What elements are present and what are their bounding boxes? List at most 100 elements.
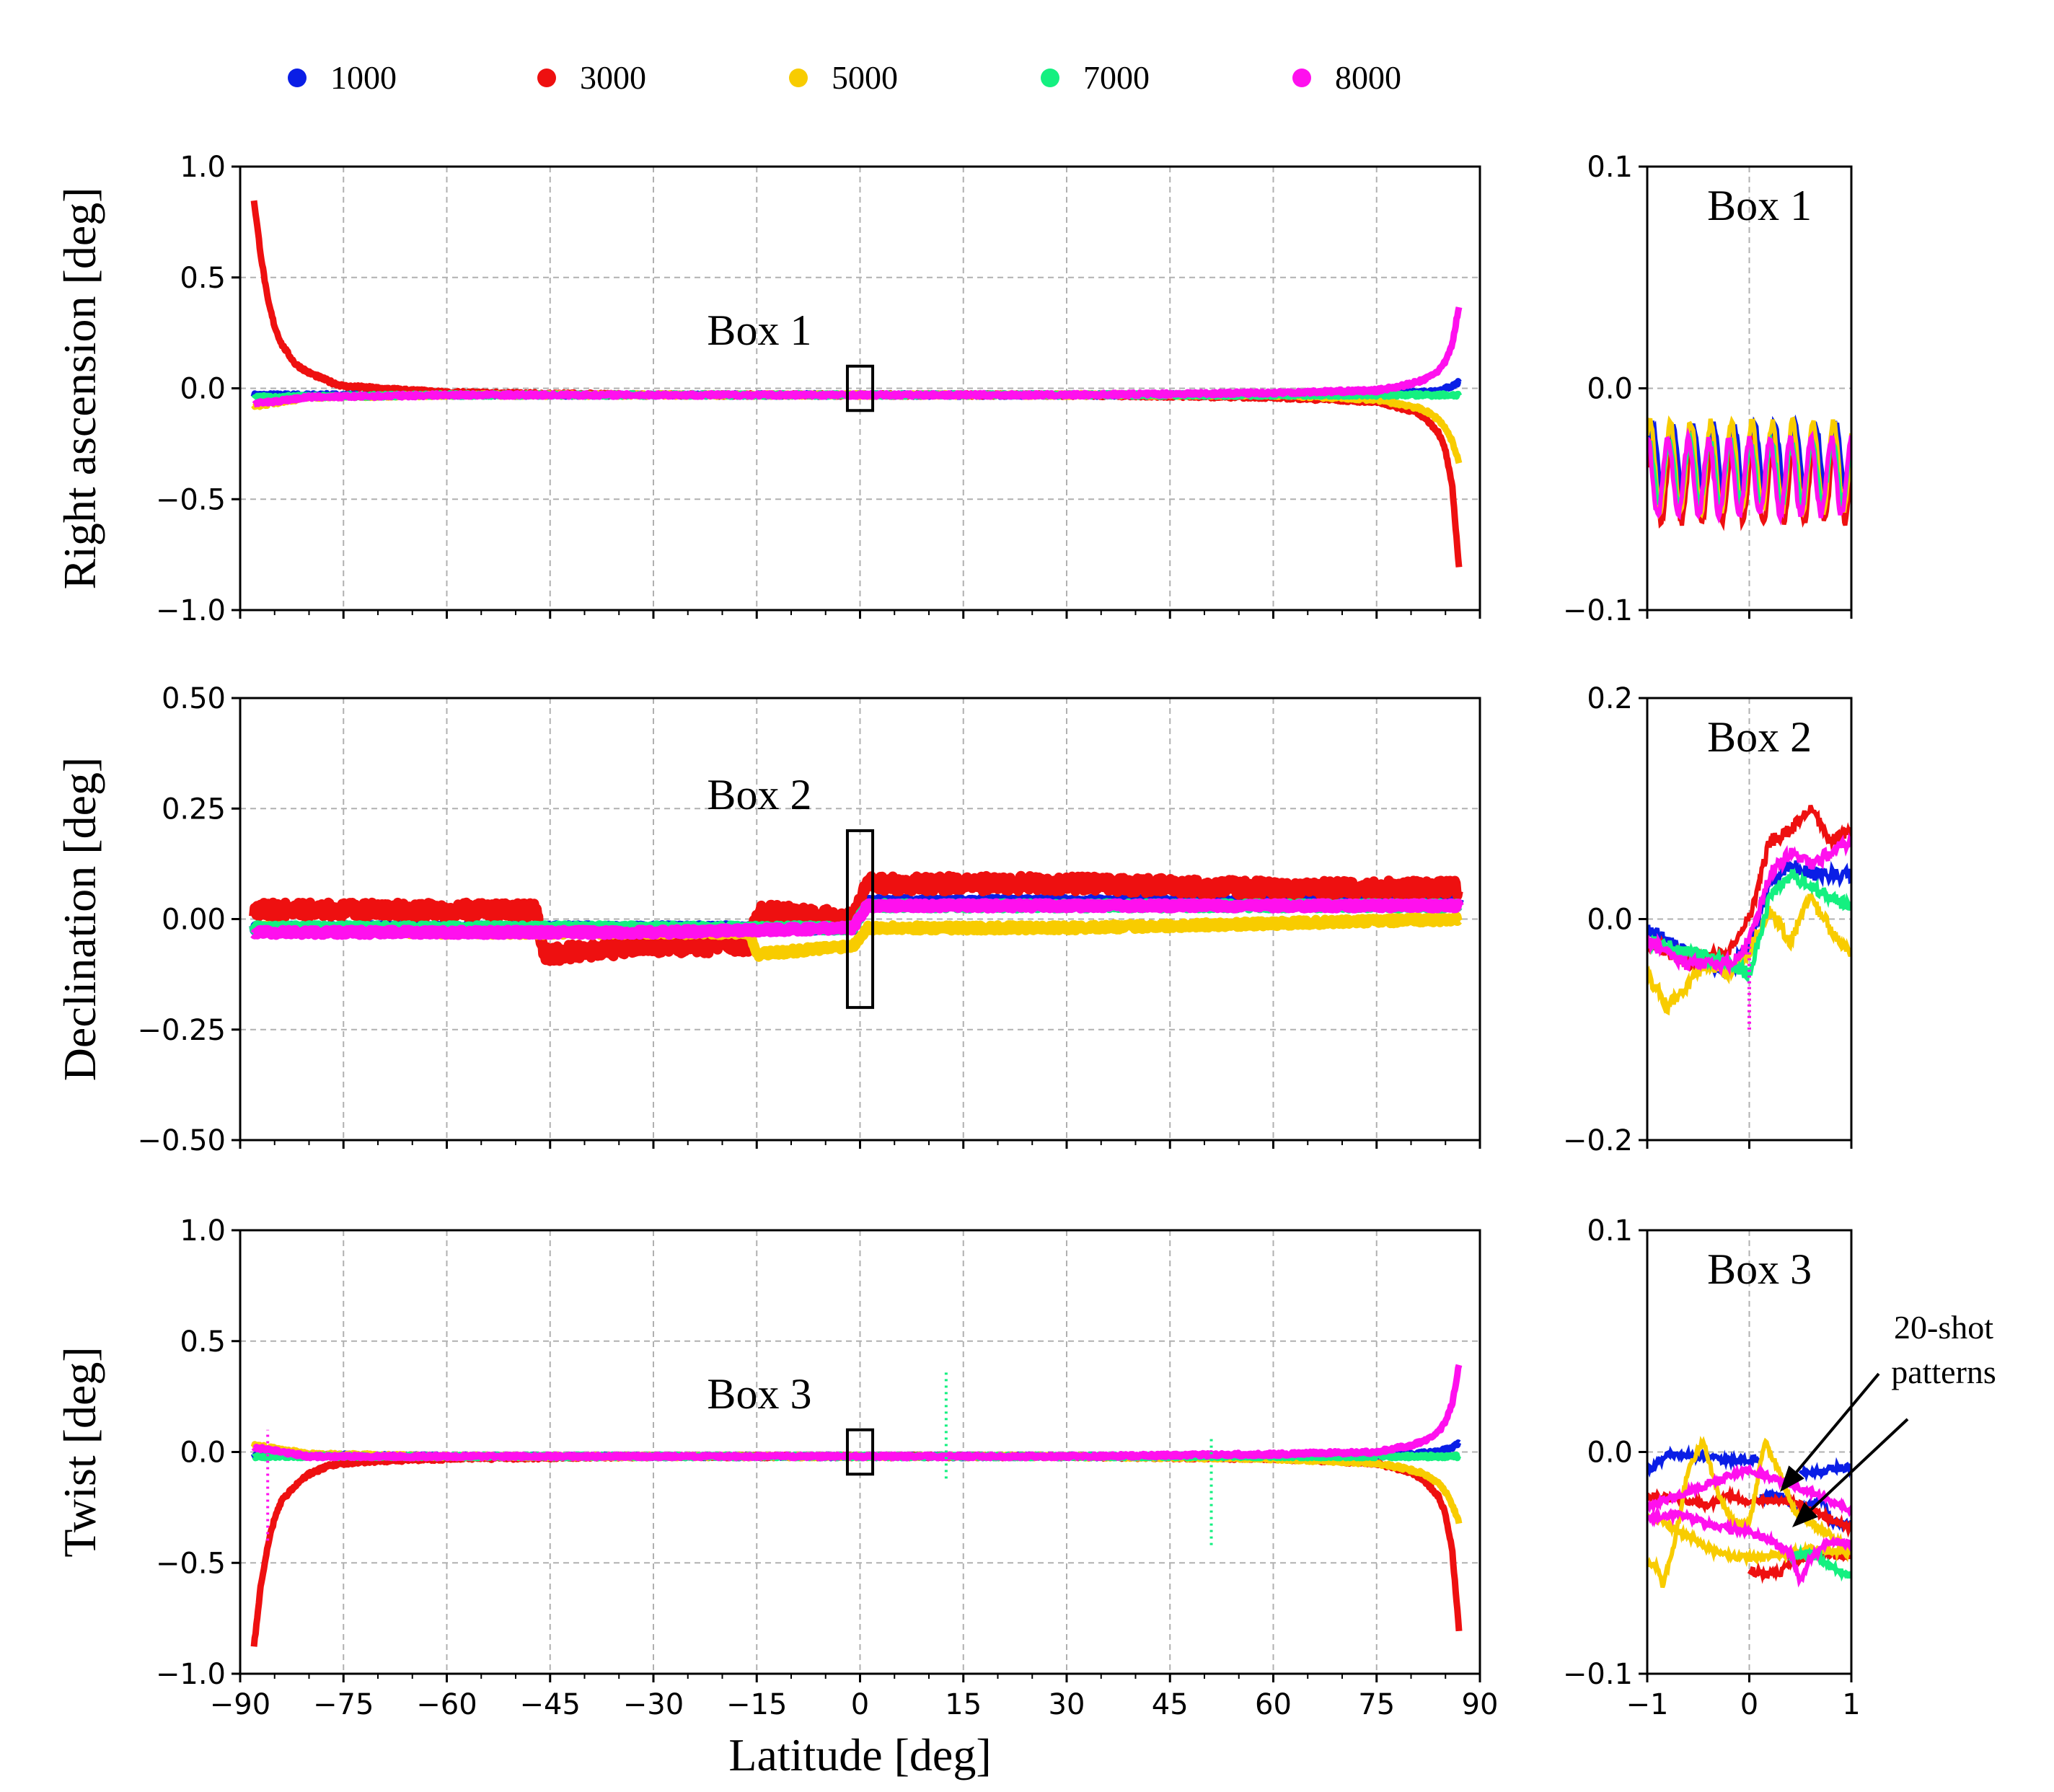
legend-7000-label: 7000 xyxy=(1083,59,1150,96)
twist-main-box-label: Box 3 xyxy=(707,1370,811,1418)
twist-main-xtick-label: −75 xyxy=(313,1688,374,1721)
legend-7000-marker xyxy=(1041,69,1059,87)
legend-7000: 7000 xyxy=(1041,59,1150,96)
series-3000 xyxy=(250,200,1463,568)
legend-8000-marker xyxy=(1292,69,1311,87)
twist-main-ytick-label: −1.0 xyxy=(156,1658,226,1691)
legend-5000-label: 5000 xyxy=(832,59,898,96)
box-1-zoom-grid xyxy=(1647,166,1852,611)
series-7000 xyxy=(1788,1543,1851,1582)
series-5000 xyxy=(1647,891,1851,1016)
series-8000 xyxy=(1647,1463,1851,1517)
twist-main-xtick-label: 75 xyxy=(1358,1688,1395,1721)
twist-main-box-rect xyxy=(845,1428,875,1476)
twist-main-xtick-label: 90 xyxy=(1462,1688,1499,1721)
legend-8000: 8000 xyxy=(1292,59,1401,96)
series-8000 xyxy=(250,898,1464,940)
declination-main-ylabel: Declination [deg] xyxy=(54,757,105,1082)
right-ascension-main-ytick-label: 0.5 xyxy=(180,262,226,295)
right-ascension-main-box-rect xyxy=(845,364,875,412)
box-3-zoom-title: Box 3 xyxy=(1707,1245,1812,1293)
declination-main-box-rect xyxy=(845,829,875,1010)
box-3-zoom: 0.1 0.0 −0.1−1 0 1 Box 3 20-shot patterns xyxy=(1563,1214,1996,1721)
series-8000 xyxy=(1647,1507,1851,1588)
series-3000 xyxy=(250,1451,1463,1647)
right-ascension-main: Box 1 1.0 0.5 0.0 −0.5 −1.0 xyxy=(156,151,1481,627)
box-1-zoom-title: Box 1 xyxy=(1707,182,1812,229)
twist-main-xtick-label: −90 xyxy=(210,1688,270,1721)
box-2-zoom-data xyxy=(1647,804,1851,1030)
twist-main-ytick-label: −0.5 xyxy=(156,1547,226,1580)
box-2-zoom-ytick-label: 0.0 xyxy=(1587,904,1633,937)
box-2-zoom-title: Box 2 xyxy=(1707,713,1812,761)
box-2-zoom-ytick-label: 0.2 xyxy=(1587,682,1633,715)
annotation-20-shot-patterns: 20-shot patterns xyxy=(1779,1309,1996,1528)
twist-main-data xyxy=(250,1364,1463,1647)
annotation-arrow-shaft xyxy=(1795,1372,1880,1473)
right-ascension-main-ytick-label: 1.0 xyxy=(180,151,226,184)
series-7000 xyxy=(1647,868,1851,984)
twist-main-ylabel: Twist [deg] xyxy=(54,1346,105,1557)
right-ascension-main-data xyxy=(250,200,1463,568)
right-ascension-main-box-label: Box 1 xyxy=(707,306,811,354)
legend-5000-marker xyxy=(789,69,808,87)
box-1-zoom-ytick-label: −0.1 xyxy=(1563,594,1633,627)
twist-main-xtick-label: −60 xyxy=(416,1688,477,1721)
declination-main-ytick-label: −0.25 xyxy=(137,1014,226,1047)
legend-1000-label: 1000 xyxy=(330,59,397,96)
declination-main-ytick-label: 0.25 xyxy=(162,793,226,826)
twist-main-xtick-label: 60 xyxy=(1255,1688,1292,1721)
twist-main-xtick-label: 45 xyxy=(1152,1688,1189,1721)
declination-main: Box 2 0.50 0.25 0.00 −0.25 −0.50 xyxy=(137,682,1481,1157)
box-2-zoom-ytick-label: −0.2 xyxy=(1563,1124,1633,1157)
series-1000 xyxy=(1647,1444,1762,1478)
series-1000 xyxy=(1798,1457,1851,1483)
axis-labels: Right ascension [deg] Declination [deg] Tw… xyxy=(54,187,992,1780)
twist-main-xtick-label: −15 xyxy=(726,1688,787,1721)
annotation-arrow-head xyxy=(1791,1502,1818,1528)
declination-main-box-label: Box 2 xyxy=(707,771,811,818)
series-8000 xyxy=(1647,427,1851,526)
box-3-zoom-xtick-label: 1 xyxy=(1842,1688,1860,1721)
legend: 1000 3000 5000 7000 8000 xyxy=(288,59,1401,96)
right-ascension-main-ytick-label: −1.0 xyxy=(156,594,226,627)
twist-main-ytick-label: 0.0 xyxy=(180,1436,226,1470)
box-1-zoom: 0.1 0.0 −0.1 Box 1 xyxy=(1563,151,1853,627)
declination-main-ytick-label: −0.50 xyxy=(137,1124,226,1157)
series-5000 xyxy=(1647,1435,1851,1589)
box-1-zoom-ytick-label: 0.0 xyxy=(1587,373,1633,406)
box-3-zoom-ytick-label: 0.1 xyxy=(1587,1214,1633,1248)
box-2-zoom: 0.2 0.0 −0.2 Box 2 xyxy=(1563,682,1853,1157)
box-1-zoom-ytick-label: 0.1 xyxy=(1587,151,1633,184)
right-ascension-main-ytick-label: −0.5 xyxy=(156,483,226,516)
legend-1000: 1000 xyxy=(288,59,397,96)
twist-main-xlabel: Latitude [deg] xyxy=(728,1729,991,1780)
legend-3000: 3000 xyxy=(537,59,646,96)
twist-main-xtick-label: 30 xyxy=(1049,1688,1085,1721)
twist-main-ytick-label: 0.5 xyxy=(180,1325,226,1359)
box-3-zoom-xtick-label: 0 xyxy=(1740,1688,1758,1721)
series-8000 xyxy=(251,306,1463,408)
twist-main-xtick-label: 15 xyxy=(945,1688,982,1721)
right-ascension-main-ytick-label: 0.0 xyxy=(180,373,226,406)
box-3-zoom-xtick-label: −1 xyxy=(1626,1688,1669,1721)
legend-3000-label: 3000 xyxy=(580,59,646,96)
twist-main-xtick-label: −45 xyxy=(520,1688,581,1721)
twist-main-xtick-label: 0 xyxy=(851,1688,869,1721)
box-3-zoom-ytick-label: 0.0 xyxy=(1587,1436,1633,1470)
series-8000 xyxy=(251,1364,1463,1462)
twist-main: Box 3 1.0 0.5 0.0 −0.5 −1.0−90 −75 −60 −45 −30 −15… xyxy=(156,1214,1499,1721)
annotation-arrow-shaft xyxy=(1810,1418,1909,1511)
declination-main-ytick-label: 0.00 xyxy=(162,904,226,937)
declination-main-ytick-label: 0.50 xyxy=(162,682,226,715)
annotation-line2: patterns xyxy=(1891,1354,1996,1390)
annotation-line1: 20-shot xyxy=(1894,1309,1993,1346)
annotation-arrow-head xyxy=(1779,1465,1804,1492)
legend-5000: 5000 xyxy=(789,59,898,96)
box-3-zoom-ytick-label: −0.1 xyxy=(1563,1658,1633,1691)
series-5000 xyxy=(251,389,1463,464)
box-1-zoom-data xyxy=(1647,414,1851,531)
series-3000 xyxy=(1747,1546,1851,1584)
